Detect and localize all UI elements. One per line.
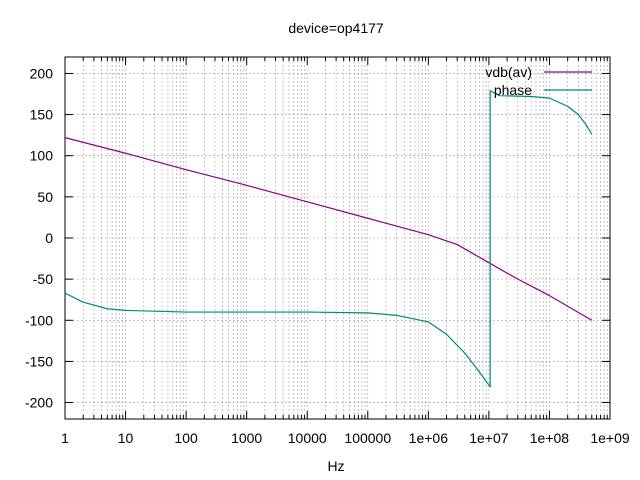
x-tick-label: 1e+08 bbox=[530, 430, 570, 446]
series-line-phase bbox=[64, 90, 593, 388]
legend-label: vdb(av) bbox=[485, 64, 532, 80]
grid bbox=[65, 57, 610, 419]
y-tick-label: -100 bbox=[25, 312, 53, 328]
x-tick-label: 100 bbox=[174, 430, 198, 446]
x-tick-label: 1e+07 bbox=[469, 430, 509, 446]
legend-label: phase bbox=[494, 82, 532, 98]
chart-title: device=op4177 bbox=[288, 20, 384, 36]
x-tick-label: 10 bbox=[118, 430, 134, 446]
x-tick-label: 1 bbox=[61, 430, 69, 446]
y-tick-label: 150 bbox=[30, 107, 54, 123]
series-line-vdb bbox=[64, 137, 593, 321]
y-tick-label: 50 bbox=[37, 189, 53, 205]
legend: vdb(av) phase bbox=[485, 64, 592, 98]
series-lines bbox=[64, 90, 593, 388]
x-tick-label: 1e+06 bbox=[409, 430, 449, 446]
y-tick-label: -50 bbox=[33, 271, 53, 287]
axis-ticks: 1 10 100 1000 10000 100000 1e+06 1e+07 1e+08 1e+0… bbox=[25, 57, 630, 446]
x-tick-label: 1000 bbox=[231, 430, 262, 446]
y-tick-label: 100 bbox=[30, 148, 54, 164]
y-tick-label: -150 bbox=[25, 353, 53, 369]
x-tick-label: 1e+09 bbox=[590, 430, 630, 446]
x-tick-label: 100000 bbox=[344, 430, 391, 446]
y-tick-label: 200 bbox=[30, 65, 54, 81]
x-tick-label: 10000 bbox=[288, 430, 327, 446]
x-axis-label: Hz bbox=[327, 458, 344, 474]
y-tick-label: 0 bbox=[45, 230, 53, 246]
y-tick-label: -200 bbox=[25, 395, 53, 411]
